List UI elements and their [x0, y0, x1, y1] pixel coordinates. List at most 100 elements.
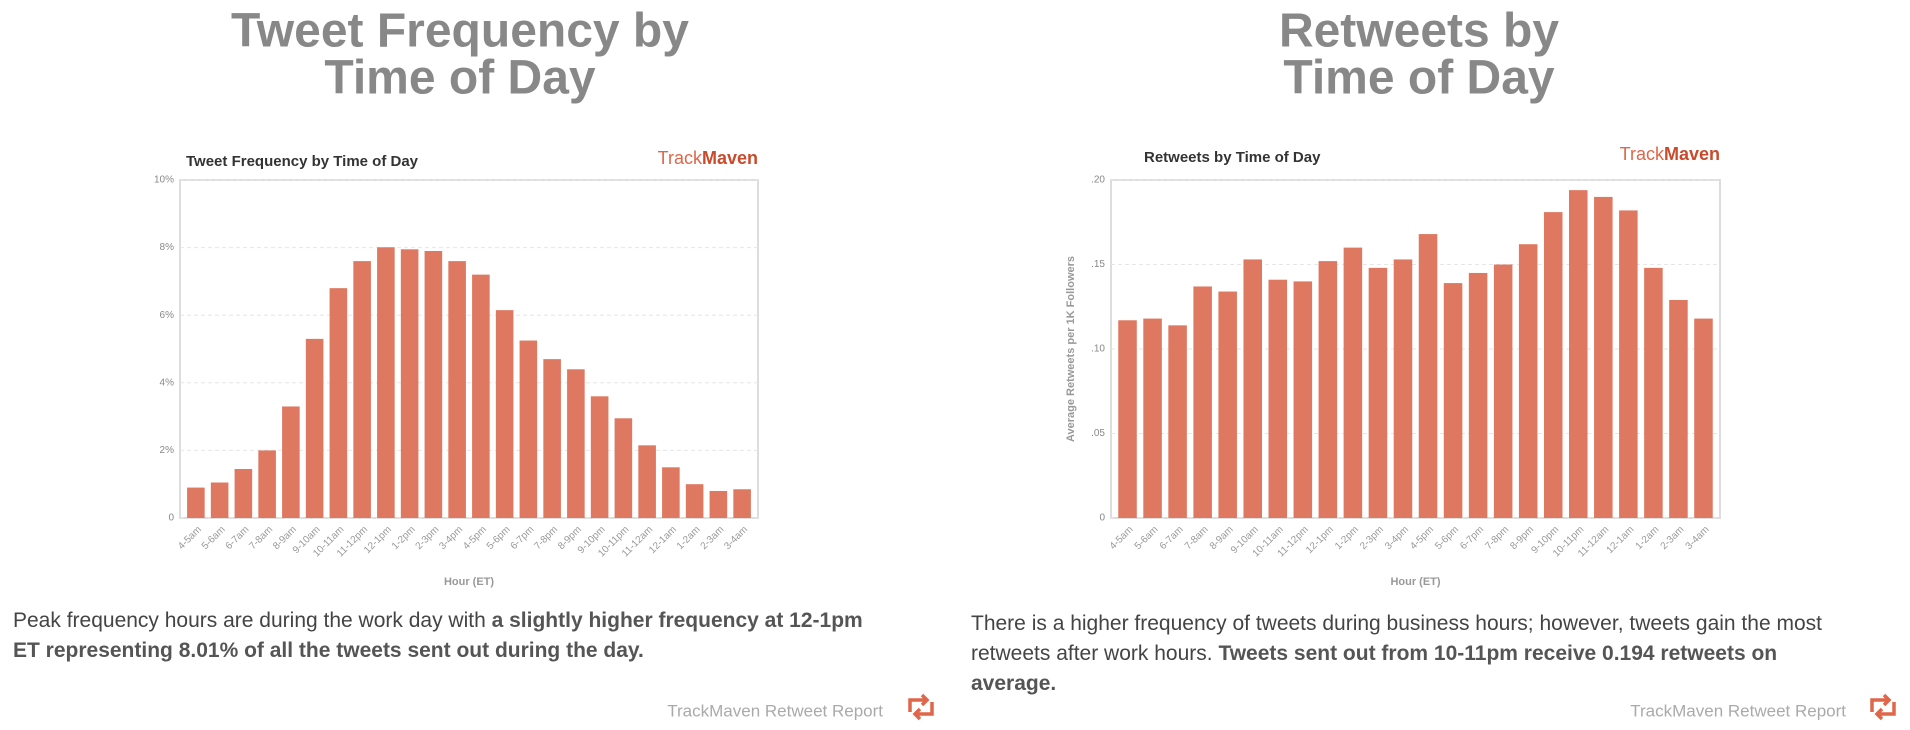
bar [424, 250, 443, 519]
bar [590, 396, 609, 518]
bar [543, 359, 561, 518]
bar [1443, 283, 1463, 518]
footer: TrackMaven Retweet Report [667, 701, 883, 720]
y-tick-label: .20 [1091, 175, 1105, 186]
bar [1644, 267, 1663, 518]
footer: TrackMaven Retweet Report [1630, 701, 1846, 720]
bar [519, 340, 538, 518]
bar [685, 484, 704, 518]
x-tick-label: 1-2pm [1333, 524, 1361, 552]
x-tick-label: 1-2pm [390, 524, 418, 552]
y-axis-label: Average Retweets per 1K Followers [1065, 256, 1077, 442]
x-tick-label: 3-4am [1684, 524, 1712, 552]
bar [662, 467, 680, 518]
y-tick-label: 10% [154, 175, 174, 186]
logo-part: Maven [1664, 144, 1720, 164]
bar [1543, 212, 1563, 519]
x-axis-label: Hour (ET) [1390, 576, 1440, 588]
bar [567, 369, 585, 518]
x-tick-label: 5-6pm [485, 524, 513, 552]
retweet-icon [908, 693, 1896, 721]
bar [472, 274, 490, 518]
bar [1118, 320, 1137, 518]
x-tick-label: 6-7am [1158, 524, 1186, 552]
bar [1218, 291, 1237, 518]
y-tick-label: 6% [160, 310, 175, 321]
bar [210, 482, 229, 518]
chart-title: Tweet Frequency by Time of Day [186, 153, 419, 170]
heading: Time of Day [324, 52, 596, 105]
y-tick-label: 2% [160, 445, 175, 456]
bar [1418, 234, 1438, 518]
bar [1193, 286, 1212, 518]
bar [353, 261, 371, 518]
caption-bold: Tweets sent out from 10-11pm receive 0.1… [971, 642, 1778, 695]
logo-part: Track [1620, 144, 1665, 164]
bar [1694, 318, 1713, 518]
y-tick-label: 8% [160, 242, 175, 253]
bar [1268, 279, 1288, 518]
caption-bold: a slightly higher frequency at 12-1pm ET… [13, 609, 863, 662]
bar [1293, 281, 1313, 518]
x-tick-label: 5-6am [1133, 524, 1161, 552]
heading: Retweets by [1279, 5, 1559, 58]
bar [1619, 210, 1638, 519]
x-tick-label: 4-5pm [1408, 524, 1436, 552]
logo: TrackMaven [658, 148, 758, 168]
x-tick-label: 7-8am [247, 524, 275, 552]
bar [400, 249, 419, 519]
chart-title: Retweets by Time of Day [1144, 149, 1321, 166]
heading: Time of Day [1283, 52, 1555, 105]
x-tick-label: 2-3pm [414, 524, 442, 552]
bar [1569, 190, 1588, 518]
bar [234, 468, 253, 518]
x-tick-label: 7-8pm [532, 524, 560, 552]
bar [448, 261, 466, 518]
bar [258, 450, 276, 518]
x-tick-label: 3-4am [722, 524, 750, 552]
x-tick-label: 5-6am [200, 524, 228, 552]
x-tick-label: 2-3pm [1358, 524, 1386, 552]
bar [1594, 196, 1613, 518]
bar [1393, 259, 1413, 518]
bar [187, 487, 205, 518]
x-tick-label: 6-7pm [509, 524, 537, 552]
bar [733, 489, 751, 518]
bar [1493, 264, 1513, 518]
x-tick-label: 2-3am [699, 524, 727, 552]
x-axis-label: Hour (ET) [444, 576, 494, 588]
heading: Tweet Frequency by [231, 5, 689, 58]
x-tick-label: 7-8am [1183, 524, 1211, 552]
bar [1168, 325, 1187, 518]
y-tick-label: .15 [1091, 259, 1105, 270]
bar [1243, 259, 1262, 518]
logo-part: Track [658, 148, 703, 168]
y-tick-label: 0 [1099, 513, 1105, 524]
x-tick-label: 3-4pm [1383, 524, 1411, 552]
caption-text: There is a higher frequency of tweets du… [971, 612, 1822, 665]
caption-text: Peak frequency hours are during the work… [13, 609, 492, 632]
x-tick-label: 4-5pm [461, 524, 489, 552]
x-tick-label: 5-6pm [1433, 524, 1461, 552]
x-tick-label: 4-5am [176, 524, 204, 552]
x-tick-label: 1-2am [1634, 524, 1662, 552]
x-tick-label: 6-7pm [1458, 524, 1486, 552]
bar [1468, 272, 1488, 518]
bar [614, 418, 633, 518]
x-tick-label: 6-7am [224, 524, 252, 552]
x-tick-label: 4-5am [1108, 524, 1136, 552]
logo: TrackMaven [1620, 144, 1720, 164]
y-tick-label: 0 [168, 513, 174, 524]
bar [1669, 299, 1688, 518]
bar [1318, 261, 1338, 518]
bar [329, 288, 348, 518]
logo-part: Maven [702, 148, 758, 168]
bar [1343, 247, 1363, 518]
caption: There is a higher frequency of tweets du… [971, 609, 1861, 699]
y-tick-label: .10 [1091, 344, 1105, 355]
x-tick-label: 7-8pm [1483, 524, 1511, 552]
bar [305, 338, 324, 518]
x-tick-label: 1-2am [675, 524, 703, 552]
